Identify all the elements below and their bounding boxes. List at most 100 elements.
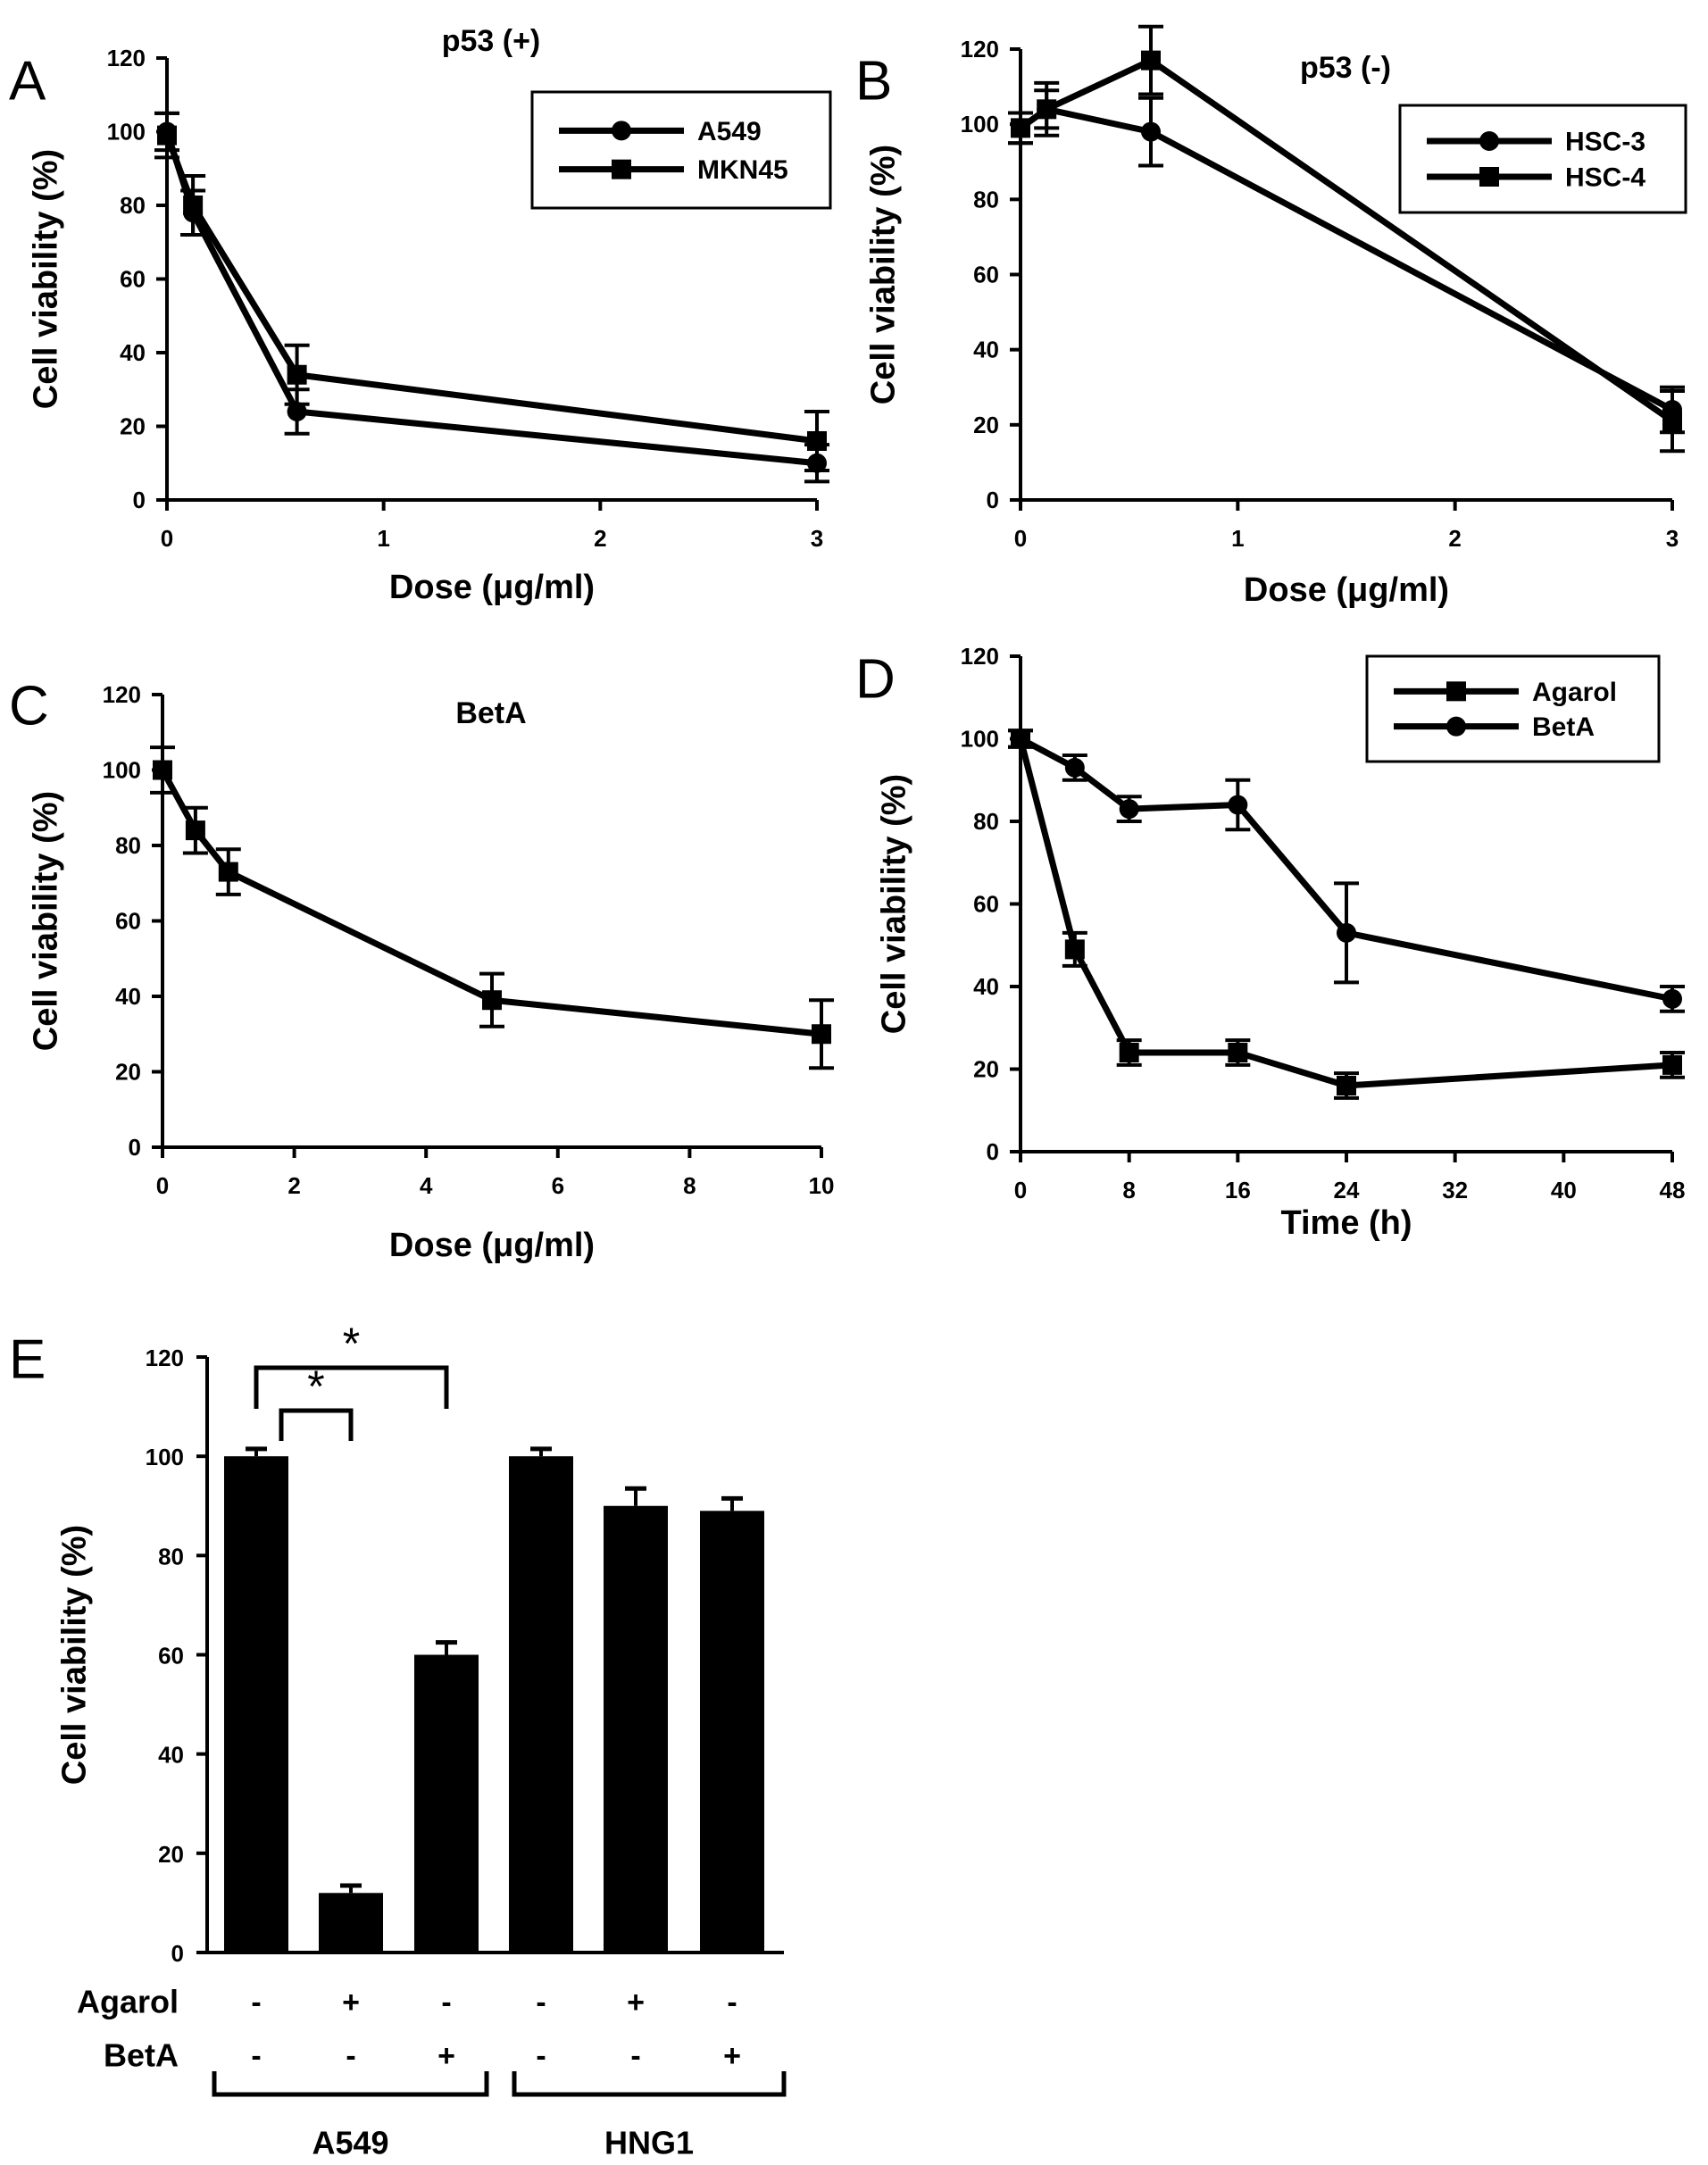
- y-tick-label: 40: [973, 973, 999, 1000]
- panel-letter: D: [855, 649, 896, 711]
- data-point: [1011, 729, 1030, 749]
- panel-e-chart: 0 20 40 60 80 100 120 Cell viability (%) E Agarol…: [9, 1319, 787, 2161]
- x-tick-label: 48: [1660, 1177, 1686, 1203]
- x-tick-label: 3: [1666, 525, 1679, 552]
- y-tick-label: 0: [987, 487, 999, 513]
- legend-label: Agarol: [1532, 678, 1617, 707]
- bar: [700, 1511, 764, 1953]
- legend-marker: [612, 159, 631, 179]
- y-tick-label: 20: [973, 412, 999, 438]
- y-tick-label: 120: [961, 643, 999, 670]
- data-point: [1119, 1043, 1139, 1062]
- x-axis-label: Dose (μg/ml): [389, 1227, 595, 1264]
- data-point: [1037, 99, 1057, 120]
- data-point: [1662, 1054, 1682, 1075]
- data-point: [1141, 50, 1161, 71]
- y-tick-label: 100: [146, 1444, 184, 1470]
- panel-letter: C: [9, 676, 49, 737]
- y-tick-label: 20: [115, 1059, 141, 1086]
- legend-marker: [1479, 131, 1499, 151]
- y-tick-label: 0: [129, 1134, 141, 1161]
- legend-label: A549: [697, 117, 762, 146]
- x-tick-label: 2: [287, 1172, 300, 1199]
- x-axis-label: Time (h): [1280, 1204, 1412, 1242]
- series-line-hsc-4: [1018, 57, 1674, 424]
- y-tick-label: 40: [158, 1742, 184, 1769]
- data-point: [185, 820, 205, 841]
- treatment-row-label: Agarol: [77, 1984, 179, 2020]
- x-tick-label: 0: [156, 1172, 169, 1199]
- bar: [319, 1893, 383, 1953]
- treatment-sign: +: [437, 2039, 455, 2073]
- x-axis-label: Dose (μg/ml): [1244, 571, 1449, 609]
- x-tick-label: 0: [1014, 525, 1027, 552]
- bar: [414, 1654, 479, 1953]
- y-tick-label: 100: [107, 119, 146, 146]
- y-tick-label: 0: [987, 1138, 999, 1165]
- treatment-sign: -: [727, 1986, 737, 2019]
- y-tick-label: 20: [120, 413, 146, 440]
- x-tick-label: 3: [811, 525, 823, 552]
- y-tick-label: 60: [158, 1643, 184, 1670]
- y-tick-label: 120: [961, 36, 999, 62]
- chart-title: p53 (-): [1300, 51, 1391, 85]
- legend-box: [1398, 104, 1687, 214]
- data-point: [1228, 795, 1248, 815]
- treatment-sign: +: [627, 1986, 645, 2019]
- legend-label: HSC-4: [1565, 163, 1646, 193]
- y-axis-label: Cell viability (%): [27, 149, 64, 409]
- y-tick-label: 80: [120, 192, 146, 219]
- y-tick-label: 40: [120, 339, 146, 366]
- bar: [224, 1456, 288, 1953]
- treatment-sign: -: [630, 2039, 640, 2073]
- legend-marker: [1446, 681, 1466, 702]
- y-tick-label: 60: [115, 908, 141, 935]
- legend-box: [1365, 654, 1661, 763]
- data-point: [1064, 939, 1085, 960]
- y-tick-label: 40: [973, 337, 999, 363]
- x-tick-label: 32: [1442, 1177, 1468, 1203]
- treatment-sign: -: [441, 1986, 451, 2019]
- y-tick-label: 20: [973, 1056, 999, 1083]
- data-point: [1337, 922, 1356, 943]
- x-tick-label: 6: [552, 1172, 564, 1199]
- bar: [509, 1456, 573, 1953]
- significance-bracket: [254, 1365, 449, 1409]
- y-axis-label: Cell viability (%): [864, 145, 902, 404]
- y-tick-label: 0: [171, 1940, 184, 1967]
- data-point: [1337, 1076, 1356, 1095]
- x-tick-label: 1: [377, 525, 389, 552]
- y-tick-label: 20: [158, 1841, 184, 1868]
- y-axis-label: Cell viability (%): [55, 1525, 93, 1785]
- treatment-sign: -: [346, 2039, 355, 2073]
- series-line-agarol: [1017, 737, 1673, 1089]
- x-tick-label: 8: [683, 1172, 696, 1199]
- y-axis-label: Cell viability (%): [27, 791, 64, 1051]
- data-point: [153, 760, 172, 780]
- panel-d-chart: 0 20 40 60 80 100 120 0 8 16 24 32 40 48 Time (h) Cell …: [855, 643, 1685, 1242]
- data-point: [1662, 988, 1682, 1009]
- chart-title: BetA: [455, 696, 526, 730]
- legend-label: MKN45: [697, 155, 788, 185]
- panel-b-chart: 0 20 40 60 80 100 120 0 1 2 3 Dose (μg/ml) Cell viab…: [855, 24, 1687, 609]
- bar: [604, 1505, 668, 1953]
- x-axis-label: Dose (μg/ml): [389, 569, 595, 606]
- data-point: [157, 125, 177, 146]
- y-tick-label: 0: [133, 487, 146, 513]
- x-tick-label: 0: [161, 525, 173, 552]
- y-tick-label: 40: [115, 983, 141, 1010]
- data-point: [287, 364, 307, 385]
- panel-letter: E: [9, 1329, 46, 1391]
- legend-label: BetA: [1532, 712, 1595, 742]
- treatment-sign: -: [251, 2039, 261, 2073]
- group-bracket: [212, 2071, 489, 2097]
- y-tick-label: 60: [120, 266, 146, 293]
- data-point: [807, 431, 827, 451]
- y-tick-label: 100: [103, 757, 141, 784]
- data-point: [183, 196, 204, 215]
- panel-letter: A: [9, 51, 46, 112]
- y-tick-label: 120: [107, 45, 146, 71]
- y-tick-label: 120: [146, 1345, 184, 1371]
- panel-letter: B: [855, 51, 892, 112]
